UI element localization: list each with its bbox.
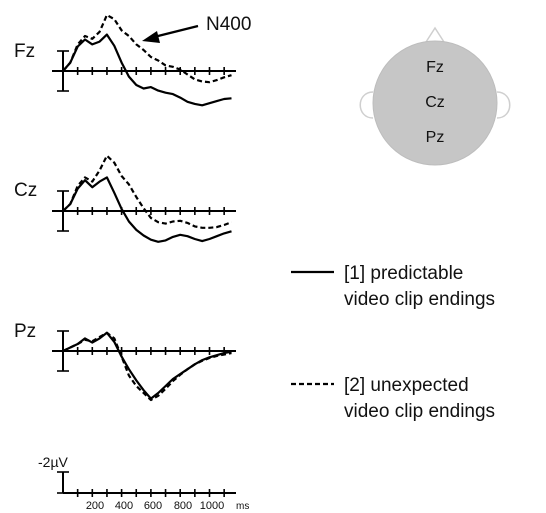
left-ear (359, 91, 374, 119)
scale-label: -2µV (38, 454, 69, 470)
panel-pz: Pz (14, 321, 236, 402)
time-tick-label: 400 (115, 500, 133, 512)
scale-bar: -2µV 200 400 600 800 1000 ms (38, 454, 249, 512)
panel-fz: Fz (14, 13, 236, 107)
legend-item-2-label: [2] unexpected video clip endings (344, 375, 495, 422)
waveform-fz-unexpected (62, 13, 232, 84)
n400-arrow-shaft (153, 24, 199, 39)
right-ear (496, 91, 511, 119)
time-tick-label: 600 (144, 500, 162, 512)
erp-panels: Fz Cz Pz (14, 13, 236, 402)
waveform-cz-predictable (62, 176, 232, 243)
time-unit-label: ms (236, 501, 249, 512)
time-tick-label: 1000 (200, 500, 224, 512)
time-tick-label: 200 (86, 500, 104, 512)
legend-item-1-label: [1] predictable video clip endings (344, 263, 495, 310)
head-electrode-cz: Cz (425, 94, 445, 111)
time-axis-ticks (76, 489, 225, 497)
waveform-pz-predictable (62, 331, 232, 400)
legend: [1] predictable video clip endings [2] u… (291, 263, 495, 422)
panel-cz: Cz (14, 154, 236, 243)
panel-label-cz: Cz (14, 180, 37, 201)
head-map: Fz Cz Pz (359, 26, 511, 166)
scalp (372, 40, 498, 166)
head-electrode-pz: Pz (426, 129, 445, 146)
time-tick-label: 800 (174, 500, 192, 512)
head-electrode-fz: Fz (426, 59, 444, 76)
waveform-fz-predictable (62, 33, 232, 107)
n400-label: N400 (206, 14, 251, 35)
nose (425, 26, 445, 43)
n400-arrow-head (142, 31, 160, 43)
panel-label-fz: Fz (14, 41, 35, 62)
n400-annotation: N400 (142, 14, 251, 43)
waveform-cz-unexpected (62, 154, 232, 229)
waveform-pz-unexpected (62, 331, 232, 402)
panel-label-pz: Pz (14, 321, 36, 342)
